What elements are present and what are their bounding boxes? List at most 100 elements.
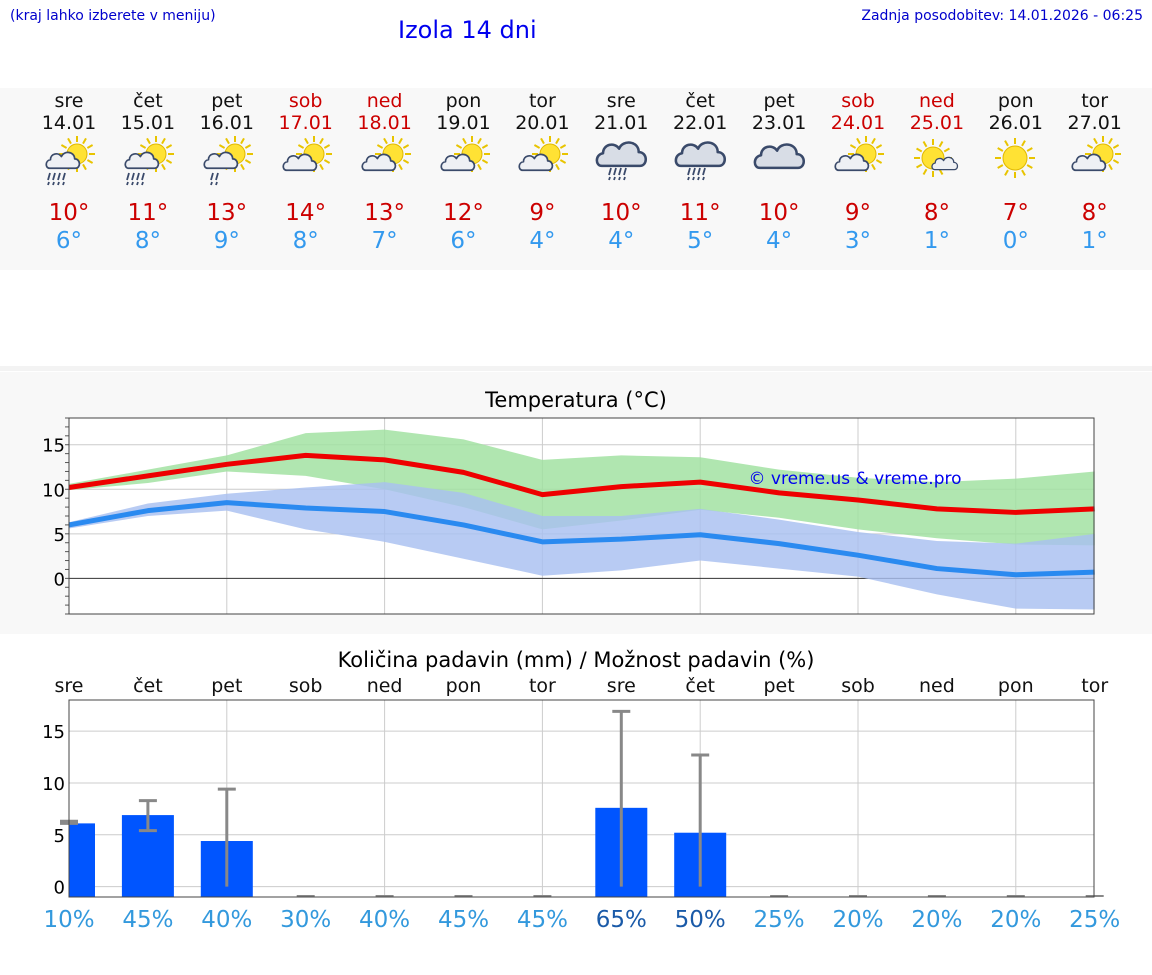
temperature-chart: 15 10 5 0 © vreme.us & vreme.pro bbox=[42, 417, 1095, 615]
day-name: sre bbox=[54, 90, 84, 112]
min-temperature: 4° bbox=[608, 228, 635, 254]
day-name: sre bbox=[606, 90, 636, 112]
day-column: sre 21.01 10° 4° bbox=[582, 88, 660, 256]
x-category-label: čet bbox=[133, 675, 163, 697]
min-temperature-line bbox=[68, 500, 1095, 578]
min-temperature: 7° bbox=[371, 228, 398, 254]
max-temperature: 13° bbox=[206, 200, 248, 226]
day-date: 19.01 bbox=[436, 112, 491, 134]
x-category-label: čet bbox=[685, 675, 715, 697]
location-menu-hint: (kraj lahko izberete v meniju) bbox=[10, 8, 216, 24]
precipitation-bar bbox=[69, 823, 95, 897]
x-category-label: ned bbox=[367, 675, 403, 697]
x-category-label: tor bbox=[1081, 675, 1108, 697]
day-name: ned bbox=[366, 90, 403, 112]
day-date: 21.01 bbox=[594, 112, 649, 134]
plot-border bbox=[68, 417, 1095, 615]
day-column: pet 16.01 13° 9° bbox=[188, 88, 266, 256]
day-column: ned 18.01 13° 7° bbox=[346, 88, 424, 256]
sun-cloud-icon bbox=[1056, 136, 1134, 198]
x-category-label: tor bbox=[529, 675, 556, 697]
max-temperature: 10° bbox=[600, 200, 642, 226]
cloud-rain-icon bbox=[582, 136, 660, 198]
day-name: sob bbox=[288, 90, 323, 112]
sun-cloud-rain-icon bbox=[30, 136, 108, 198]
x-category-label: pet bbox=[763, 675, 794, 697]
sun-cloud-rain-icon bbox=[109, 136, 187, 198]
day-column: pet 23.01 10° 4° bbox=[740, 88, 818, 256]
sun-cloud-light-rain-icon bbox=[188, 136, 266, 198]
min-temperature: 1° bbox=[923, 228, 950, 254]
day-date: 24.01 bbox=[830, 112, 886, 134]
day-column: čet 15.01 11° 8° bbox=[109, 88, 187, 256]
day-date: 26.01 bbox=[988, 112, 1043, 134]
precipitation-probability: 40% bbox=[201, 907, 252, 933]
precipitation-probability: 25% bbox=[1069, 907, 1120, 933]
max-temperature: 13° bbox=[364, 200, 405, 226]
day-column: pon 19.01 12° 6° bbox=[425, 88, 503, 256]
precipitation-panel: Količina padavin (mm) / Možnost padavin … bbox=[0, 640, 1152, 936]
day-name: pon bbox=[445, 90, 482, 112]
page-title: Izola 14 dni bbox=[398, 16, 537, 44]
sun-cloud-icon bbox=[425, 136, 503, 198]
y-tick-label: 5 bbox=[54, 525, 65, 546]
watermark: © vreme.us & vreme.pro bbox=[748, 469, 961, 489]
max-temperature: 8° bbox=[1081, 200, 1108, 226]
day-name: pet bbox=[763, 90, 795, 112]
y-tick-label: 10 bbox=[42, 480, 65, 501]
day-date: 16.01 bbox=[199, 112, 254, 134]
day-name: čet bbox=[685, 90, 715, 112]
sun-cloud-icon bbox=[819, 136, 897, 198]
max-temperature: 12° bbox=[443, 200, 484, 226]
min-temperature: 9° bbox=[213, 228, 240, 254]
day-date: 23.01 bbox=[751, 112, 807, 134]
precipitation-probability: 45% bbox=[122, 907, 173, 933]
max-temperature: 9° bbox=[844, 200, 872, 226]
min-temperature: 6° bbox=[450, 228, 477, 254]
max-temperature-line bbox=[68, 452, 1095, 515]
min-temperature: 1° bbox=[1081, 228, 1108, 254]
day-column: ned 25.01 8° 1° bbox=[898, 88, 976, 256]
y-tick-label: 0 bbox=[54, 878, 65, 899]
day-date: 17.01 bbox=[278, 112, 333, 134]
day-column: tor 20.01 9° 4° bbox=[503, 88, 581, 256]
sun-cloud-icon bbox=[503, 136, 581, 198]
max-temperature: 11° bbox=[679, 200, 721, 226]
y-tick-label: 10 bbox=[42, 774, 65, 795]
daily-forecast-strip: sre 14.01 10° 6° čet 15.01 11° 8° pet 16.01 13°… bbox=[0, 88, 1152, 270]
y-tick-label: 15 bbox=[42, 436, 65, 457]
precipitation-probability: 45% bbox=[438, 907, 489, 933]
day-column: sob 24.01 9° 3° bbox=[819, 88, 897, 256]
divider bbox=[0, 366, 1152, 371]
x-category-label: pet bbox=[211, 675, 242, 697]
precipitation-probability: 40% bbox=[359, 907, 410, 933]
day-name: pet bbox=[211, 90, 243, 112]
precipitation-probability: 10% bbox=[43, 907, 94, 933]
x-category-label: sob bbox=[841, 675, 875, 697]
day-name: čet bbox=[133, 90, 163, 112]
min-temperature: 5° bbox=[687, 228, 714, 254]
day-column: sob 17.01 14° 8° bbox=[267, 88, 345, 256]
temperature-panel: Temperatura (°C) 15 10 5 0 © vreme.us & vrem… bbox=[0, 372, 1152, 634]
min-temperature: 3° bbox=[844, 228, 872, 254]
sun-icon bbox=[977, 136, 1055, 198]
plot-border bbox=[68, 699, 1095, 898]
max-temperature: 8° bbox=[923, 200, 950, 226]
day-date: 25.01 bbox=[909, 112, 965, 134]
x-category-label: pon bbox=[998, 675, 1034, 697]
precipitation-probability: 25% bbox=[754, 907, 805, 933]
max-temperature: 14° bbox=[285, 200, 327, 226]
y-tick-label: 0 bbox=[54, 569, 65, 590]
y-tick-label: 15 bbox=[42, 722, 65, 743]
day-date: 15.01 bbox=[120, 112, 176, 134]
min-temperature: 6° bbox=[55, 228, 83, 254]
y-tick-label: 5 bbox=[54, 826, 65, 847]
min-range-band bbox=[69, 482, 1095, 610]
precipitation-probability: 30% bbox=[280, 907, 331, 933]
day-name: pon bbox=[997, 90, 1034, 112]
x-category-label: ned bbox=[919, 675, 955, 697]
precipitation-probability: 65% bbox=[596, 907, 647, 933]
sun-cloud-icon bbox=[267, 136, 345, 198]
x-category-label: sob bbox=[289, 675, 323, 697]
precipitation-probability: 20% bbox=[911, 907, 962, 933]
